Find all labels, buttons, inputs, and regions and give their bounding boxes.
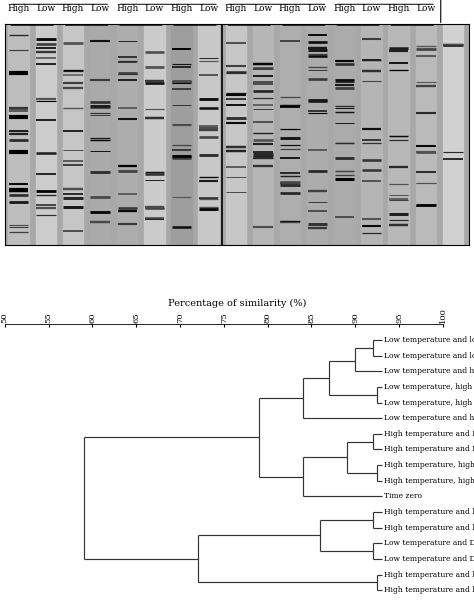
Text: Low: Low [254, 4, 273, 13]
Text: High temperature and high nitrate (replicate 1): High temperature and high nitrate (repli… [384, 571, 474, 579]
Bar [443, 24, 463, 245]
Text: Low: Low [416, 4, 436, 13]
Text: High temperature and D. magna (replicate 1): High temperature and D. magna (replicate… [384, 430, 474, 438]
Text: Low: Low [199, 4, 219, 13]
Bar [226, 24, 246, 245]
Bar [117, 24, 137, 245]
Bar [36, 24, 56, 245]
Bar [361, 24, 382, 245]
Text: Low temperature and low nitrate (replicate 2): Low temperature and low nitrate (replica… [384, 352, 474, 359]
Text: High temperature and low nitrate (replicate 1): High temperature and low nitrate (replic… [384, 508, 474, 516]
X-axis label: Percentage of similarity (%): Percentage of similarity (%) [168, 298, 306, 307]
Text: High: High [333, 4, 356, 13]
Bar [171, 24, 192, 245]
Text: Low: Low [91, 4, 110, 13]
Text: Time zero: Time zero [384, 492, 422, 500]
Text: High: High [62, 4, 84, 13]
Text: Low: Low [145, 4, 164, 13]
Text: High: High [225, 4, 247, 13]
Bar [9, 24, 29, 245]
Bar [144, 24, 164, 245]
Text: Low temperature and high nitrate (replicate 2): Low temperature and high nitrate (replic… [384, 367, 474, 375]
Text: Low temperature, high nitrate and D. magna (replicate 1): Low temperature, high nitrate and D. mag… [384, 383, 474, 391]
Text: Low: Low [362, 4, 381, 13]
Bar [63, 24, 83, 245]
Text: High: High [388, 4, 410, 13]
Bar [280, 24, 301, 245]
Text: High temperature, high nitrate and D. magna (replicate 1): High temperature, high nitrate and D. ma… [384, 461, 474, 469]
Bar [90, 24, 110, 245]
Text: High: High [116, 4, 138, 13]
Text: High temperature and D. magna (replicate 2): High temperature and D. magna (replicate… [384, 445, 474, 454]
Bar [199, 24, 219, 245]
Bar [253, 24, 273, 245]
Text: High: High [279, 4, 301, 13]
Text: Low: Low [36, 4, 55, 13]
Text: High temperature, high nitrate and D. magna (replicate 2): High temperature, high nitrate and D. ma… [384, 477, 474, 484]
Text: Low temperature and high nitrate (replicate 1): Low temperature and high nitrate (replic… [384, 414, 474, 422]
Bar [389, 24, 409, 245]
Text: Low temperature and low nitrate (replicate 1): Low temperature and low nitrate (replica… [384, 336, 474, 344]
Text: High temperature and low nitrate (replicate 2): High temperature and low nitrate (replic… [384, 524, 474, 532]
Text: High: High [170, 4, 193, 13]
Bar [307, 24, 328, 245]
Text: Low temperature, high nitrate and D. magna (replicate 2): Low temperature, high nitrate and D. mag… [384, 399, 474, 406]
Text: Low temperature and D. magna (replicate 2): Low temperature and D. magna (replicate … [384, 555, 474, 563]
Bar [334, 24, 355, 245]
Text: Low temperature and D. magna (replicate 1): Low temperature and D. magna (replicate … [384, 539, 474, 547]
Text: Low: Low [308, 4, 327, 13]
Text: High temperature and high nitrate (replicate 2): High temperature and high nitrate (repli… [384, 586, 474, 594]
Text: High: High [8, 4, 30, 13]
Bar [416, 24, 436, 245]
